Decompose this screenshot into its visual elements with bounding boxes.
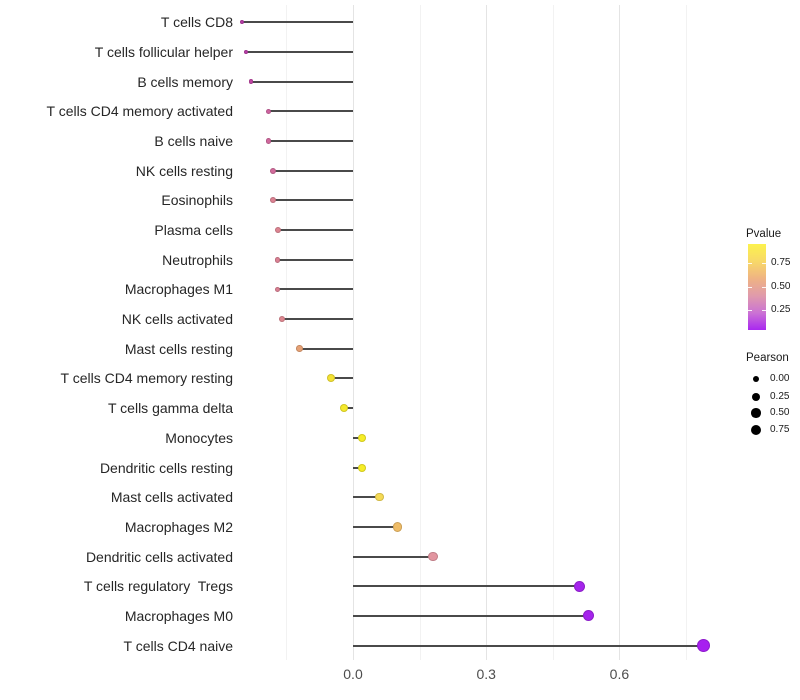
lollipop-dot [428, 551, 438, 562]
lollipop-dot [240, 20, 244, 25]
lollipop-stem [353, 466, 362, 469]
lollipop-dot [265, 138, 272, 144]
lollipop-stem [277, 258, 353, 261]
lollipop-dot [274, 227, 281, 234]
pearson-legend-dot [752, 393, 760, 401]
lollipop-stem [344, 407, 353, 410]
lollipop-dot [357, 463, 366, 472]
category-label: Neutrophils [162, 251, 233, 268]
lollipop-stem [268, 140, 353, 143]
category-label: T cells CD4 memory activated [46, 103, 233, 120]
lollipop-stem [277, 288, 353, 291]
lollipop-stem [353, 585, 580, 588]
lollipop-dot [278, 316, 285, 323]
gradient-tick-right [762, 310, 766, 311]
lollipop-dot [326, 374, 335, 383]
pvalue-tick-label: 0.50 [771, 281, 791, 292]
lollipop-stem [246, 50, 353, 53]
pearson-legend-title: Pearson [746, 352, 789, 364]
category-label: B cells memory [137, 73, 233, 90]
category-label: NK cells activated [121, 311, 233, 328]
category-label: Monocytes [165, 429, 233, 446]
gradient-tick-left [748, 287, 752, 288]
lollipop-dot [582, 610, 594, 622]
category-label: T cells gamma delta [107, 400, 233, 417]
lollipop-dot [375, 492, 384, 502]
major-gridline [353, 5, 354, 660]
pearson-legend-dot [751, 408, 761, 418]
lollipop-dot [248, 79, 254, 84]
lollipop-dot [270, 197, 277, 204]
major-gridline [486, 5, 488, 660]
lollipop-stem [353, 555, 433, 558]
lollipop-stem [281, 318, 353, 321]
lollipop-stem [353, 644, 704, 647]
category-label: B cells naive [154, 133, 233, 150]
lollipop-dot [392, 522, 403, 532]
minor-gridline [419, 5, 421, 660]
pvalue-gradient-bar [748, 244, 766, 330]
category-label: Mast cells activated [110, 489, 233, 506]
lollipop-stem [273, 169, 353, 172]
pearson-legend: Pearson 0.00 0.25 0.50 0.75 [746, 352, 800, 447]
lollipop-dot [274, 256, 281, 263]
lollipop-stem [250, 80, 353, 83]
lollipop-dot [340, 404, 349, 413]
lollipop-dot [697, 638, 711, 653]
category-label: T cells CD4 memory resting [60, 370, 233, 387]
pvalue-legend-title: Pvalue [746, 228, 782, 240]
category-label: Mast cells resting [124, 340, 233, 357]
category-label: NK cells resting [135, 162, 233, 179]
lollipop-stem [242, 21, 353, 24]
lollipop-stem [353, 525, 398, 528]
category-label: T cells CD8 [160, 14, 233, 31]
lollipop-stem [330, 377, 353, 380]
category-label: Macrophages M2 [124, 518, 233, 535]
lollipop-stem [273, 199, 353, 202]
lollipop-dot [274, 286, 281, 293]
category-label: Dendritic cells resting [99, 459, 233, 476]
category-label: Plasma cells [154, 222, 233, 239]
pearson-legend-label: 0.75 [770, 424, 790, 435]
pearson-legend-label: 0.25 [770, 391, 790, 402]
lollipop-stem [277, 229, 353, 232]
lollipop-dot [357, 433, 366, 442]
lollipop-stem [299, 347, 353, 350]
category-label: T cells follicular helper [94, 43, 233, 60]
lollipop-stem [268, 110, 353, 113]
minor-gridline [286, 5, 288, 660]
lollipop-dot [265, 108, 272, 115]
gradient-tick-right [762, 287, 766, 288]
lollipop-dot [573, 580, 586, 592]
x-tick-label: 0.0 [343, 666, 363, 682]
category-label: Macrophages M0 [124, 607, 233, 624]
major-gridline [619, 5, 621, 660]
lollipop-stem [353, 496, 380, 499]
category-label: T cells CD4 naive [123, 637, 233, 654]
lollipop-stem [353, 436, 362, 439]
minor-gridline [686, 5, 687, 660]
pvalue-legend: Pvalue 0.75 0.50 0.25 [746, 228, 800, 340]
x-tick-label: 0.3 [476, 666, 496, 682]
pearson-legend-dot [752, 375, 760, 383]
lollipop-dot [244, 49, 249, 54]
gradient-tick-right [762, 263, 766, 264]
lollipop-stem [353, 614, 589, 617]
pvalue-tick-label: 0.25 [771, 304, 791, 315]
category-label: Macrophages M1 [124, 281, 233, 298]
lollipop-dot [296, 345, 303, 353]
pearson-legend-label: 0.00 [770, 373, 790, 384]
minor-gridline [552, 5, 554, 660]
pearson-legend-label: 0.50 [770, 407, 790, 418]
x-tick-label: 0.6 [609, 666, 630, 682]
pvalue-tick-label: 0.75 [771, 257, 791, 268]
category-label: T cells regulatory Tregs [83, 578, 233, 595]
lollipop-dot [270, 167, 277, 174]
category-label: Dendritic cells activated [85, 548, 233, 565]
gradient-tick-left [748, 310, 752, 311]
pearson-legend-dot [750, 424, 762, 436]
category-label: Eosinophils [161, 192, 233, 209]
gradient-tick-left [748, 263, 752, 264]
